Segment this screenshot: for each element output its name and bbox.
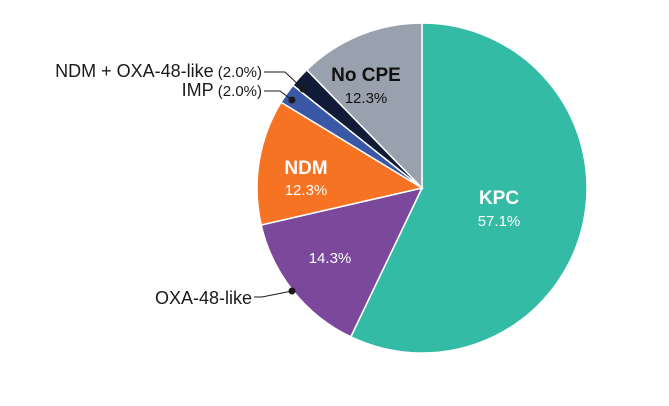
- leader-dot-ndmoxa: [299, 85, 307, 93]
- pie-slice-kpc: [349, 22, 588, 354]
- slice-value-nocpe: 12.3%: [345, 90, 388, 107]
- slice-label-nocpe: No CPE: [331, 65, 401, 86]
- slice-label-ndmoxa: NDM + OXA-48-like (2.0%): [55, 61, 262, 81]
- leader-dot-imp: [288, 96, 296, 104]
- leader-line-oxa: [254, 290, 293, 298]
- slice-label-oxa: OXA-48-like: [155, 288, 252, 308]
- leader-line-ndmoxa: [264, 71, 304, 90]
- leader-line-imp: [264, 90, 293, 101]
- slice-label-ndm: NDM: [284, 158, 327, 179]
- leader-dot-oxa: [288, 287, 296, 295]
- pie-slice-nocpe: [305, 22, 423, 190]
- slice-label-kpc: KPC: [479, 188, 519, 209]
- pie-slice-ndm: [256, 101, 424, 226]
- slice-value-oxa: 14.3%: [309, 250, 352, 267]
- slice-label-imp: IMP (2.0%): [182, 80, 262, 100]
- slice-value-ndm: 12.3%: [285, 182, 328, 199]
- slice-value-kpc: 57.1%: [478, 213, 521, 230]
